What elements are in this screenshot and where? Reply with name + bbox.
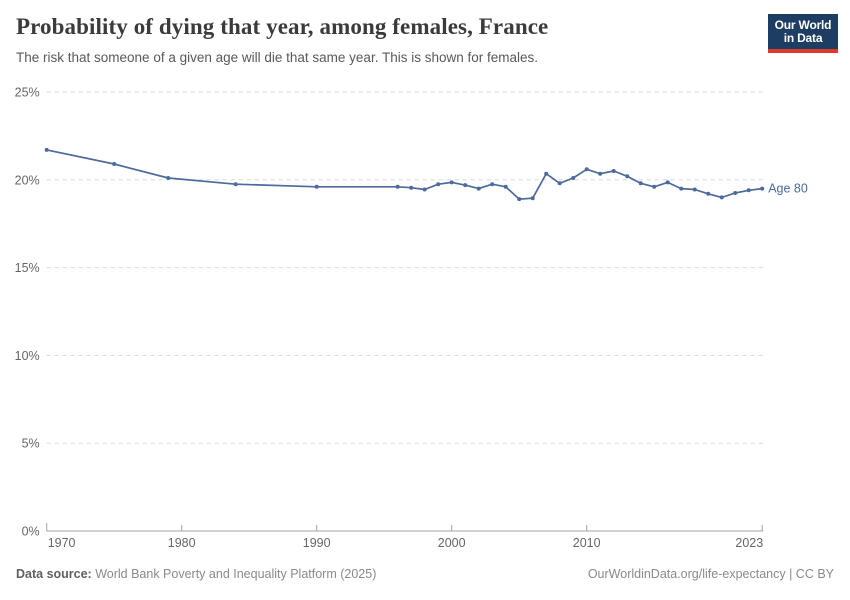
chart-title: Probability of dying that year, among fe… — [16, 14, 549, 39]
chart-header: Probability of dying that year, among fe… — [16, 14, 750, 67]
data-point-marker — [584, 167, 589, 172]
x-tick-label: 1970 — [48, 536, 76, 550]
chart-subtitle: The risk that someone of a given age wil… — [16, 50, 539, 66]
data-point-marker — [571, 176, 576, 180]
data-point-marker — [112, 162, 117, 166]
data-point-marker — [706, 191, 711, 196]
data-point-marker — [314, 184, 319, 189]
data-point-marker — [611, 169, 616, 173]
data-point-marker — [625, 174, 630, 179]
data-point-marker — [490, 182, 495, 187]
data-point-marker — [746, 188, 751, 193]
data-point-marker — [436, 182, 441, 187]
data-point-marker — [719, 195, 724, 200]
data-point-marker — [679, 186, 684, 191]
data-point-marker — [476, 186, 481, 191]
data-point-marker — [557, 181, 562, 186]
x-tick-label: 1990 — [303, 536, 331, 550]
y-tick-label: 25% — [15, 86, 40, 100]
data-point-marker — [530, 196, 535, 201]
data-point-marker — [517, 197, 522, 202]
y-tick-label: 20% — [15, 173, 40, 187]
data-point-marker — [692, 187, 697, 192]
data-point-marker — [166, 176, 171, 180]
y-tick-label: 10% — [15, 349, 40, 363]
data-source-note: Data source: World Bank Poverty and Ineq… — [16, 567, 376, 581]
data-point-marker — [449, 180, 454, 185]
y-tick-label: 5% — [22, 437, 40, 451]
x-tick-label: 2000 — [438, 536, 466, 550]
data-point-marker — [598, 171, 603, 176]
x-tick-label: 2023 — [735, 536, 763, 550]
y-tick-label: 0% — [22, 525, 40, 539]
data-point-marker — [665, 180, 670, 185]
x-tick-label: 1980 — [168, 536, 196, 550]
data-point-marker — [463, 183, 468, 188]
y-tick-label: 15% — [15, 261, 40, 275]
data-source-label: Data source: — [16, 567, 92, 581]
data-point-marker — [44, 147, 49, 152]
data-point-marker — [652, 184, 657, 189]
data-point-marker — [233, 182, 238, 187]
owid-logo: Our World in Data — [768, 14, 838, 53]
data-point-marker — [409, 185, 414, 190]
data-point-marker — [760, 186, 765, 191]
data-point-marker — [638, 181, 643, 186]
data-point-marker — [422, 187, 427, 192]
series-label: Age 80 — [768, 182, 808, 196]
data-point-marker — [733, 191, 738, 195]
data-point-marker — [544, 171, 549, 176]
data-point-marker — [503, 184, 508, 189]
x-tick-label: 2010 — [573, 536, 601, 550]
chart-line — [46, 149, 763, 200]
data-point-marker — [395, 184, 400, 189]
chart-footer: Data source: World Bank Poverty and Ineq… — [16, 567, 834, 581]
data-source-text: World Bank Poverty and Inequality Platfo… — [91, 567, 377, 581]
attribution-license: OurWorldinData.org/life-expectancy | CC … — [587, 567, 834, 581]
owid-logo-line2: in Data — [783, 31, 823, 45]
owid-logo-line1: Our World — [774, 18, 832, 32]
